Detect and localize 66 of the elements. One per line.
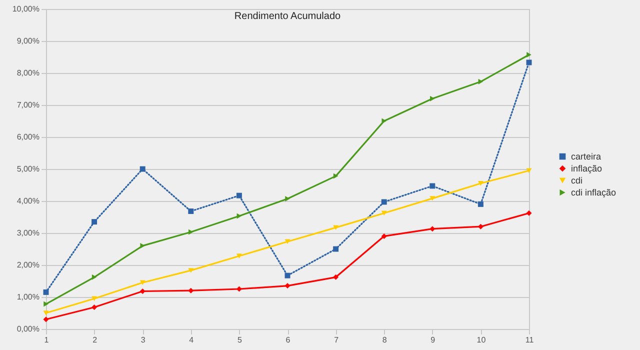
point <box>526 52 532 58</box>
point <box>526 168 532 173</box>
point <box>333 274 339 280</box>
chart-title: Rendimento Acumulado <box>234 11 342 22</box>
point <box>430 183 436 189</box>
x-tick-label: 1 <box>44 336 50 344</box>
x-tick-label: 7 <box>334 336 340 344</box>
point <box>284 272 290 278</box>
legend-label: cdi <box>571 176 583 186</box>
point <box>188 268 194 273</box>
legend-label: cdi inflação <box>571 188 616 198</box>
x-tick-label: 10 <box>476 336 486 344</box>
x-tick-label: 3 <box>140 336 146 344</box>
point <box>333 225 339 230</box>
point <box>381 233 387 239</box>
y-tick-label: 4,00% <box>16 196 40 206</box>
point <box>284 283 290 289</box>
y-tick-label: 8,00% <box>16 68 40 78</box>
point <box>430 96 435 102</box>
point <box>333 173 338 179</box>
point <box>478 78 484 84</box>
point <box>92 296 98 301</box>
point <box>236 254 242 258</box>
point <box>430 196 436 201</box>
point <box>478 201 484 207</box>
y-tick-label: 9,00% <box>16 36 40 46</box>
point <box>526 60 532 66</box>
y-tick-label: 2,00% <box>16 260 40 270</box>
y-tick-label: 3,00% <box>16 228 40 238</box>
point <box>236 213 242 219</box>
point <box>44 301 48 307</box>
y-tick-label: 6,00% <box>16 132 40 142</box>
point <box>92 304 98 310</box>
x-tick-label: 4 <box>189 336 194 344</box>
point <box>140 280 146 285</box>
x-tick-label: 9 <box>430 336 436 344</box>
point <box>236 192 242 198</box>
point <box>92 274 97 280</box>
legend-label: inflação <box>571 164 602 174</box>
y-tick-label: 0,00% <box>16 324 40 334</box>
point <box>43 316 49 322</box>
x-tick-label: 11 <box>525 336 534 344</box>
point <box>140 166 146 172</box>
y-tick-label: 10,00% <box>12 4 40 14</box>
point <box>526 210 532 216</box>
y-tick-label: 7,00% <box>16 100 40 110</box>
y-tick-label: 5,00% <box>16 164 40 174</box>
x-tick-label: 8 <box>382 336 388 344</box>
legend-label: carteira <box>571 152 602 162</box>
x-tick-label: 5 <box>237 336 242 344</box>
point <box>333 246 339 252</box>
point <box>381 210 387 216</box>
x-tick-label: 6 <box>286 336 291 344</box>
point <box>92 219 98 225</box>
point <box>285 196 290 202</box>
point <box>188 208 194 214</box>
point <box>188 229 194 235</box>
point <box>140 288 146 294</box>
point <box>140 243 145 249</box>
point <box>478 181 484 186</box>
point <box>43 310 49 316</box>
point <box>43 289 49 295</box>
y-tick-label: 1,00% <box>16 292 40 302</box>
x-tick-label: 2 <box>92 336 98 344</box>
point <box>381 199 387 205</box>
point <box>188 288 194 294</box>
